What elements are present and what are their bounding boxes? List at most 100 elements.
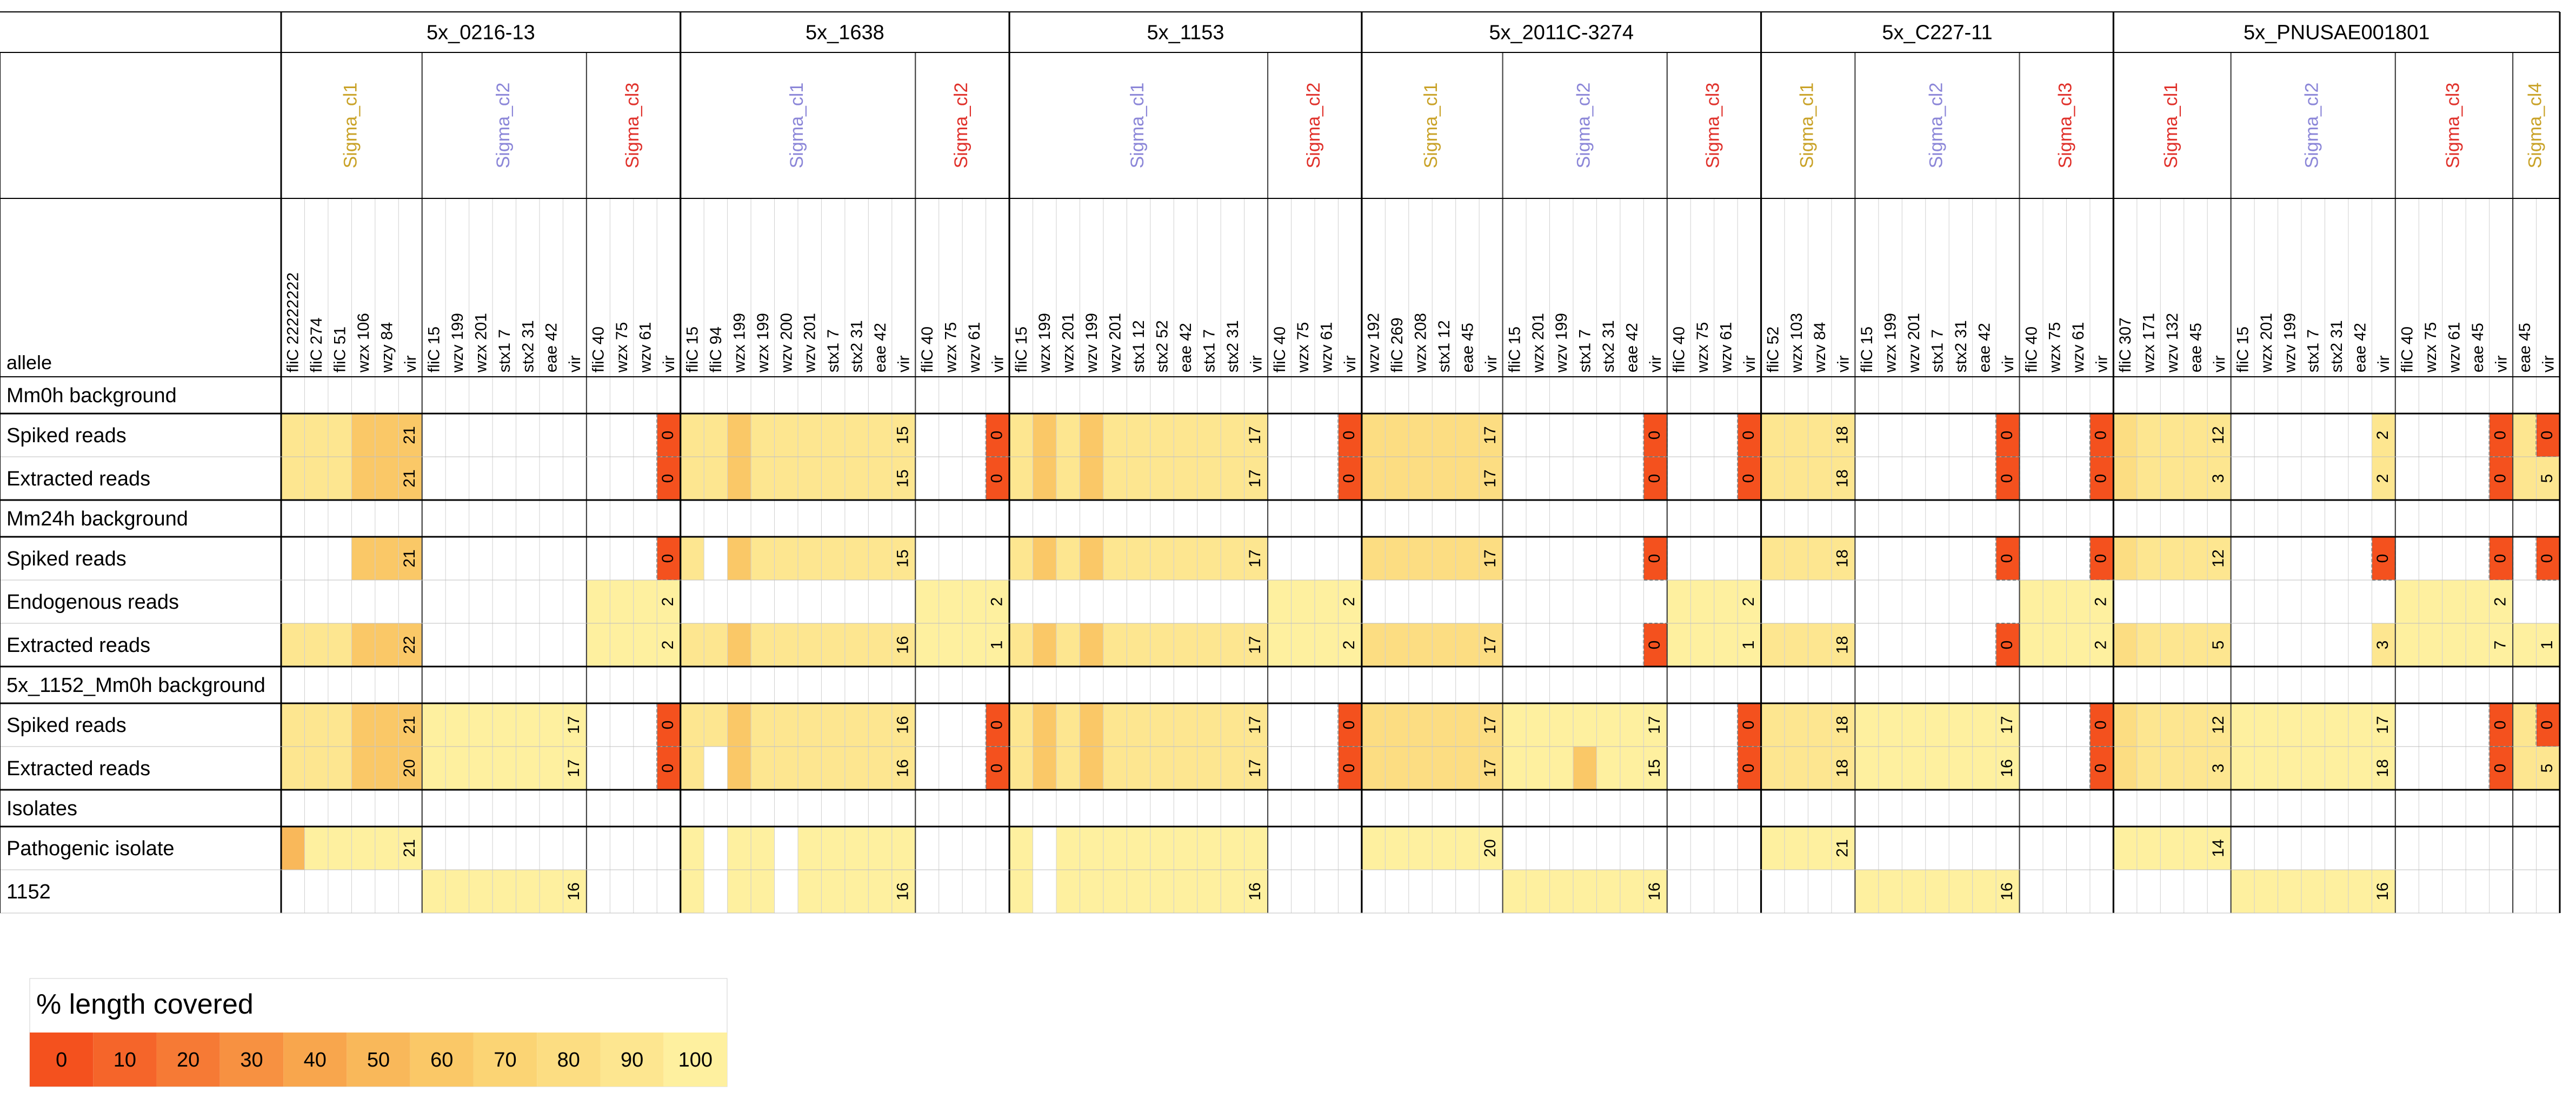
allele-label: fliC 15 [2234, 327, 2252, 372]
heatmap-cell [915, 623, 939, 667]
heatmap-cell [1314, 580, 1339, 623]
heatmap-cell [2184, 623, 2208, 667]
cell-value-label: 2 [988, 597, 1006, 607]
heatmap-cell [1831, 537, 1855, 580]
heatmap-cell [1902, 870, 1926, 913]
heatmap-cell [1996, 747, 2020, 790]
heatmap-cell [1103, 870, 1127, 913]
cluster-name: Sigma_cl1 [340, 83, 361, 169]
heatmap-cell [1174, 623, 1197, 667]
heatmap-cell [1361, 747, 1386, 790]
heatmap-cell [1268, 623, 1292, 667]
cell-value-label: 0 [1340, 721, 1358, 730]
cell-value-label: 0 [1340, 474, 1358, 483]
heatmap-cell [2113, 703, 2137, 747]
legend-swatch [156, 1033, 220, 1087]
allele-label: fliC 51 [331, 327, 349, 372]
legend-tick-label: 100 [678, 1049, 713, 1071]
heatmap-cell [1127, 870, 1150, 913]
allele-label: vir [2539, 355, 2557, 372]
heatmap-cell [751, 827, 775, 870]
heatmap-cell [1479, 623, 1503, 667]
heatmap-cell [422, 747, 446, 790]
allele-label: wzx 75 [613, 322, 631, 373]
heatmap-cell [2066, 623, 2090, 667]
heatmap-cell [2184, 537, 2208, 580]
heatmap-cell [1408, 457, 1433, 500]
heatmap-cell [351, 457, 375, 500]
cell-value-label: 5 [2209, 641, 2227, 650]
cell-value-label: 0 [2491, 554, 2509, 563]
heatmap-cell [2136, 747, 2161, 790]
heatmap-cell [351, 703, 375, 747]
heatmap-cell [1009, 827, 1033, 870]
cell-value-label: 17 [1481, 636, 1499, 654]
heatmap-cell [1080, 747, 1103, 790]
heatmap-cell [1408, 537, 1433, 580]
cluster-name: Sigma_cl1 [1796, 83, 1817, 169]
heatmap-cell [1455, 457, 1480, 500]
heatmap-cell [1737, 413, 1762, 457]
heatmap-cell [821, 703, 845, 747]
allele-label: wzx 75 [2422, 322, 2440, 373]
heatmap-cell [797, 870, 822, 913]
heatmap-cell [891, 414, 916, 457]
allele-label: stx1 7 [2305, 329, 2322, 372]
allele-label: wzx 75 [1694, 322, 1712, 373]
heatmap-cell [586, 580, 610, 623]
heatmap-cell [2513, 457, 2537, 500]
cell-value-label: 0 [1340, 431, 1358, 440]
heatmap-cell [2113, 414, 2137, 457]
heatmap-cell [2089, 580, 2114, 623]
heatmap-cell [1385, 703, 1409, 747]
cluster-name: Sigma_cl3 [2055, 83, 2075, 169]
heatmap-cell [680, 703, 704, 747]
heatmap-cell [962, 623, 986, 667]
heatmap-cell [2207, 747, 2231, 790]
heatmap-cell [1127, 457, 1150, 500]
heatmap-cell [1338, 623, 1362, 667]
cell-value-label: 18 [1834, 549, 1852, 567]
heatmap-cell [1314, 623, 1339, 667]
allele-label: fliC 307 [2116, 317, 2134, 372]
heatmap-cell [2254, 870, 2278, 913]
heatmap-cell [1738, 623, 1761, 667]
heatmap-cell [1009, 747, 1033, 790]
heatmap-cell [492, 747, 516, 790]
cell-value-label: 16 [894, 882, 911, 900]
heatmap-cell [1573, 703, 1597, 747]
heatmap-cell [1174, 747, 1197, 790]
heatmap-cell [797, 747, 822, 790]
heatmap-cell [1690, 580, 1714, 623]
heatmap-cell [915, 580, 939, 623]
heatmap-cell [656, 746, 681, 790]
allele-label: stx1 7 [824, 329, 842, 372]
heatmap-cell [1197, 414, 1221, 457]
heatmap-cell [1408, 747, 1433, 790]
heatmap-cell [1197, 703, 1221, 747]
heatmap-cell [1056, 703, 1080, 747]
cell-value-label: 0 [2491, 764, 2509, 773]
heatmap-cell [1009, 537, 1033, 580]
heatmap-cell [1009, 623, 1033, 667]
heatmap-cell [2442, 623, 2466, 667]
heatmap-cell [1080, 703, 1103, 747]
heatmap-cell [891, 537, 916, 580]
allele-label: vir [989, 355, 1007, 372]
cell-value-label: 0 [659, 764, 677, 773]
heatmap-cell [1056, 457, 1080, 500]
allele-label: fliC 15 [683, 327, 701, 372]
heatmap-cell [422, 870, 446, 913]
cell-value-label: 0 [2092, 431, 2110, 440]
heatmap-cell [774, 457, 798, 500]
heatmap-cell [2160, 747, 2184, 790]
heatmap-cell [1221, 537, 1244, 580]
cell-value-label: 22 [401, 636, 418, 654]
heatmap-cell [1690, 623, 1714, 667]
allele-label: fliC 15 [1013, 327, 1030, 372]
heatmap-cell [2160, 827, 2184, 870]
cell-value-label: 0 [2491, 474, 2509, 483]
heatmap-cell [774, 703, 798, 747]
heatmap-cell [1643, 703, 1667, 747]
